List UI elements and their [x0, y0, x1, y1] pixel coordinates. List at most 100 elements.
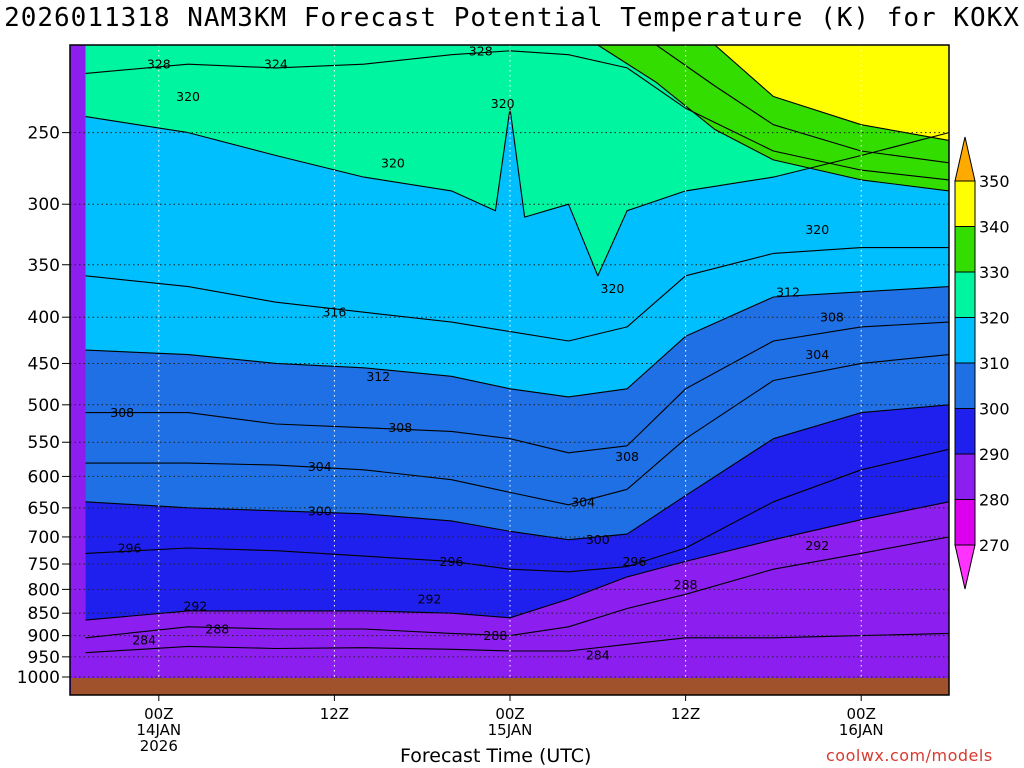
contour-label-292: 292: [805, 538, 829, 553]
x-tick-label-42-0: 12Z: [671, 705, 700, 723]
colorbar: 350 340 330 320 310 300 290 280 270: [954, 136, 1010, 590]
contour-line-336: [655, 45, 949, 164]
contour-line-328: [85, 50, 949, 181]
contour-label-320: 320: [601, 281, 625, 296]
contour-label-296: 296: [118, 541, 142, 556]
colorbar-band-320: [954, 271, 976, 318]
colorbar-band-340: [954, 180, 976, 227]
contour-line-288: [85, 536, 949, 639]
contour-label-308: 308: [110, 405, 134, 420]
contour-label-320: 320: [491, 96, 515, 111]
x-tick-label-30-1: 15JAN: [488, 721, 533, 739]
y-tick-label-600: 600: [28, 467, 60, 487]
contour-line-304: [85, 354, 949, 506]
contour-label-304: 304: [571, 494, 595, 509]
colorbar-band-290: [954, 408, 976, 455]
contour-label-304: 304: [805, 347, 829, 362]
x-tick-label-6-0: 00Z: [144, 705, 173, 723]
contour-label-312: 312: [776, 284, 800, 299]
contour-label-300: 300: [586, 532, 610, 547]
contour-label-308: 308: [388, 420, 412, 435]
colorbar-tick-270: 270: [979, 536, 1010, 555]
y-tick-label-350: 350: [28, 256, 60, 276]
x-tick-label-54-0: 00Z: [847, 705, 876, 723]
colorbar-tick-330: 330: [979, 263, 1010, 282]
contour-label-328: 328: [469, 43, 493, 58]
colorbar-band-280: [954, 453, 976, 500]
contour-label-284: 284: [586, 647, 610, 662]
contour-line-312: [85, 286, 949, 398]
contour-line-292: [85, 501, 949, 621]
contour-label-304: 304: [308, 459, 332, 474]
y-tick-label-500: 500: [28, 396, 60, 416]
y-tick-label-650: 650: [28, 499, 60, 519]
y-tick-label-950: 950: [28, 648, 60, 668]
colorbar-tick-280: 280: [979, 491, 1010, 510]
contour-label-288: 288: [674, 577, 698, 592]
y-tick-label-800: 800: [28, 580, 60, 600]
grid-layer: [70, 45, 949, 695]
colorbar-tick-310: 310: [979, 354, 1010, 373]
contour-label-308: 308: [820, 310, 844, 325]
y-tick-label-550: 550: [28, 433, 60, 453]
y-tick-label-750: 750: [28, 555, 60, 575]
contour-label-328: 328: [147, 57, 171, 72]
contour-line-284: [85, 632, 949, 654]
y-tick-label-400: 400: [28, 308, 60, 328]
contour-fill-340: [714, 45, 949, 141]
x-tick-label-6-2: 2026: [140, 737, 178, 755]
colorbar-band-330: [954, 226, 976, 273]
contour-line-340: [714, 45, 949, 141]
y-tick-label-900: 900: [28, 627, 60, 647]
contour-line-308: [85, 321, 949, 454]
x-tick-label-18-0: 12Z: [320, 705, 349, 723]
colorbar-tick-320: 320: [979, 309, 1010, 328]
colorbar-extend-bottom: [954, 544, 976, 590]
colorbar-tick-290: 290: [979, 445, 1010, 464]
contour-label-288: 288: [483, 628, 507, 643]
contour-label-292: 292: [183, 599, 207, 614]
chart-title: 2026011318 NAM3KM Forecast Potential Tem…: [4, 3, 1020, 33]
contour-label-316: 316: [322, 305, 346, 320]
contour-line-296: [85, 448, 949, 573]
x-tick-label-6-1: 14JAN: [136, 721, 181, 739]
colorbar-band-270: [954, 499, 976, 546]
y-axis: 250 300 350 400 450 500 550 600 650 700 750 800 850 9…: [17, 124, 70, 688]
contour-label-292: 292: [418, 592, 442, 607]
y-tick-label-1000: 1000: [17, 668, 60, 688]
y-tick-label-250: 250: [28, 124, 60, 144]
ground-surface: [71, 678, 949, 695]
x-tick-label-30-0: 00Z: [495, 705, 524, 723]
y-tick-label-450: 450: [28, 354, 60, 374]
contour-line-320: [85, 107, 949, 277]
contour-label-320: 320: [381, 155, 405, 170]
ground-layer: [70, 676, 949, 695]
colorbar-extend-top: [954, 136, 976, 182]
contour-line-316: [85, 247, 949, 342]
contour-label-308: 308: [615, 449, 639, 464]
contour-label-324: 324: [264, 57, 288, 72]
x-axis-label: Forecast Time (UTC): [400, 745, 592, 767]
credit-text: coolwx.com/models: [826, 746, 993, 765]
colorbar-band-310: [954, 317, 976, 364]
y-tick-label-700: 700: [28, 528, 60, 548]
contour-label-layer: 328 324 328 320 320 320 320 320 316 312 312 308 308 3…: [110, 43, 844, 662]
contour-line-300: [85, 404, 949, 541]
contour-label-320: 320: [176, 89, 200, 104]
contour-label-296: 296: [440, 554, 464, 569]
colorbar-tick-340: 340: [979, 218, 1010, 237]
contour-label-284: 284: [132, 632, 156, 647]
contour-line-332: [597, 45, 949, 192]
colorbar-tick-350: 350: [979, 172, 1010, 191]
x-tick-label-54-1: 16JAN: [839, 721, 884, 739]
contour-label-320: 320: [805, 222, 829, 237]
colorbar-band-300: [954, 362, 976, 409]
contour-label-288: 288: [205, 622, 229, 637]
contour-line-layer: [85, 45, 949, 654]
y-tick-label-850: 850: [28, 604, 60, 624]
contour-label-296: 296: [622, 554, 646, 569]
y-tick-label-300: 300: [28, 195, 60, 215]
colorbar-tick-300: 300: [979, 400, 1010, 419]
